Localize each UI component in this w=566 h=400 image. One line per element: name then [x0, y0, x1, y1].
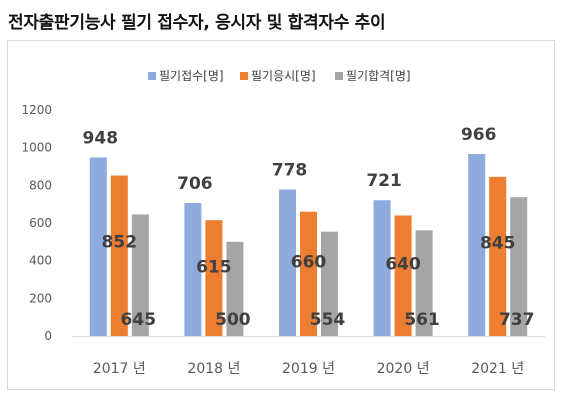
- x-tick-label: 2018 년: [187, 361, 240, 377]
- bar-3-3: [321, 231, 338, 336]
- data-label-2-3: 660: [291, 253, 327, 273]
- bar-3-1: [131, 214, 149, 336]
- legend-swatch-3: [335, 72, 343, 80]
- y-tick-label: 200: [29, 291, 52, 305]
- legend-swatch-2: [240, 72, 248, 80]
- data-label-3-5: 737: [499, 310, 535, 330]
- y-tick-label: 0: [44, 329, 52, 343]
- data-label-1-5: 966: [461, 125, 497, 145]
- x-tick-label: 2019 년: [282, 361, 335, 377]
- bars: [89, 154, 528, 336]
- data-label-1-1: 948: [83, 128, 119, 148]
- y-tick-label: 800: [29, 178, 52, 192]
- data-label-3-2: 500: [215, 310, 251, 330]
- x-tick-label: 2021 년: [471, 361, 524, 377]
- y-axis: 0 200 400 600 800 1000 1200: [21, 103, 52, 343]
- data-label-2-1: 852: [102, 233, 138, 253]
- y-tick-label: 1200: [21, 103, 52, 117]
- y-tick-label: 400: [29, 254, 52, 268]
- legend-label-2: 필기응시[명]: [251, 69, 316, 83]
- legend-label-3: 필기합격[명]: [346, 69, 411, 83]
- bar-1-5: [468, 154, 486, 336]
- bar-1-2: [184, 203, 202, 336]
- y-tick-label: 600: [29, 216, 52, 230]
- x-tick-label: 2020 년: [377, 361, 430, 377]
- legend-swatch-1: [148, 72, 156, 80]
- bar-2-5: [489, 176, 507, 336]
- x-axis: 2017 년 2018 년 2019 년 2020 년 2021 년: [72, 336, 545, 377]
- bar-2-2: [205, 220, 223, 336]
- chart-legend: 필기접수[명] 필기응시[명] 필기합격[명]: [148, 69, 411, 83]
- bar-1-4: [373, 200, 391, 336]
- y-tick-label: 1000: [21, 141, 52, 155]
- data-label-3-1: 645: [121, 310, 157, 330]
- bar-2-3: [300, 211, 317, 336]
- data-label-2-2: 615: [196, 257, 232, 277]
- data-label-1-3: 778: [272, 160, 308, 180]
- data-labels: 948 852 645 706 615 500 778 660 554 721 640 561 966 8…: [83, 125, 535, 330]
- bar-2-4: [394, 215, 412, 336]
- bar-3-5: [510, 197, 528, 336]
- bar-3-2: [226, 241, 244, 336]
- data-label-1-2: 706: [177, 174, 213, 194]
- data-label-2-4: 640: [385, 255, 421, 275]
- legend-label-1: 필기접수[명]: [159, 69, 224, 83]
- data-label-3-3: 554: [310, 310, 346, 330]
- x-tick-label: 2017 년: [93, 361, 146, 377]
- page-title: 전자출판기능사 필기 접수자, 응시자 및 합격자수 추이: [8, 13, 386, 33]
- bar-1-3: [279, 189, 296, 336]
- bar-1-1: [89, 157, 107, 336]
- data-label-3-4: 561: [404, 310, 440, 330]
- data-label-2-5: 845: [480, 233, 516, 253]
- bar-2-1: [110, 175, 128, 336]
- bar-3-4: [415, 230, 433, 336]
- data-label-1-4: 721: [366, 171, 402, 191]
